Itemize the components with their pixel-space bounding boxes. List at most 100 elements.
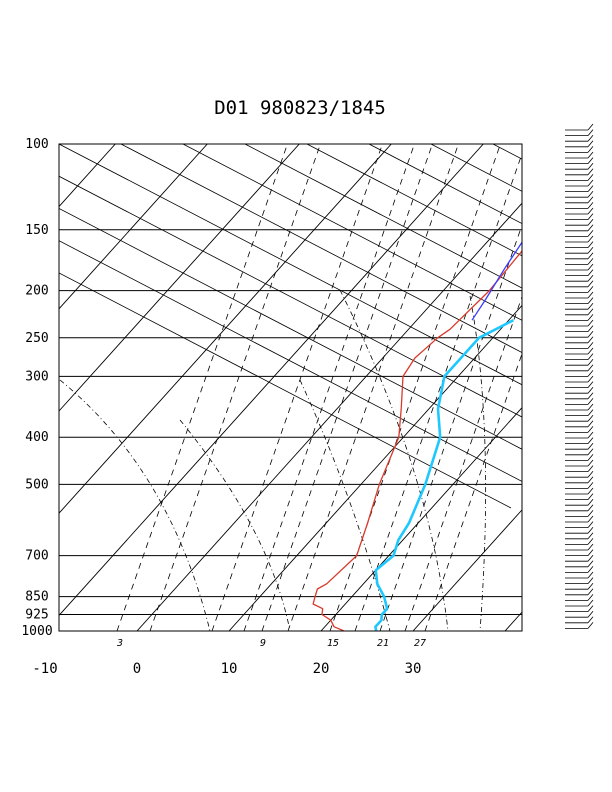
wind-barb xyxy=(565,577,594,584)
isotherm-line xyxy=(136,202,522,631)
wind-barb xyxy=(565,515,594,523)
wind-barb xyxy=(565,235,594,243)
wind-barb xyxy=(565,414,594,422)
wind-barb xyxy=(565,392,594,400)
temperature-tick-label: -10 xyxy=(32,661,57,677)
temperature-tick-labels: -10 0 10 20 30 xyxy=(32,661,421,677)
wind-barb xyxy=(565,230,594,237)
pressure-tick-label: 200 xyxy=(25,284,48,299)
dry-adiabat-line xyxy=(59,240,522,482)
wind-barb xyxy=(565,409,594,417)
wind-barb xyxy=(565,470,594,478)
moist-adiabat-line xyxy=(339,289,449,631)
wind-barb xyxy=(565,246,594,254)
dry-adiabat-line xyxy=(59,175,522,418)
plot-frame xyxy=(58,143,523,632)
wind-barb xyxy=(565,151,594,159)
pressure-tick-label: 300 xyxy=(25,369,48,384)
wind-barb xyxy=(565,364,594,372)
wind-barb xyxy=(565,386,594,394)
wind-barb xyxy=(565,454,594,461)
wind-barb xyxy=(565,218,594,226)
profile-trace-1 xyxy=(374,319,514,631)
wind-barb xyxy=(565,616,594,624)
isotherm-line xyxy=(0,144,23,631)
pressure-tick-label: 925 xyxy=(25,608,48,623)
isotherm-line xyxy=(59,144,300,412)
pressure-tick-label: 850 xyxy=(25,590,48,605)
wind-barb xyxy=(565,448,594,456)
wind-barb xyxy=(565,185,594,193)
dry-adiabat-line xyxy=(59,208,522,450)
wind-barb xyxy=(565,560,594,568)
wind-barb xyxy=(565,622,594,629)
wind-barb xyxy=(565,437,594,445)
dry-adiabat-line xyxy=(182,144,522,321)
wind-barb xyxy=(565,358,594,366)
wind-barb xyxy=(565,157,594,165)
wind-barb xyxy=(565,610,594,618)
mixing-ratio-line xyxy=(329,144,501,631)
wind-barb xyxy=(565,554,594,562)
wind-barb xyxy=(565,336,594,344)
wind-barb xyxy=(565,582,594,590)
wind-barb xyxy=(565,487,594,495)
wind-barb xyxy=(565,263,594,271)
isotherm-line xyxy=(228,304,522,631)
wind-barb xyxy=(565,140,594,148)
wind-barb xyxy=(565,258,594,265)
isotherm-line xyxy=(59,144,116,208)
wind-barb xyxy=(565,381,594,389)
wind-barb xyxy=(565,325,594,333)
mixing-ratio-line xyxy=(261,144,433,631)
wind-barb xyxy=(565,442,594,450)
pressure-tick-label: 100 xyxy=(25,137,48,152)
profile-trace-2 xyxy=(471,241,522,321)
mixing-ratio-labels: 3 9 15 21 27 xyxy=(116,638,426,649)
wind-barb xyxy=(565,588,594,596)
mixing-ratio-label: 3 xyxy=(116,638,123,649)
dry-adiabat-line xyxy=(492,144,522,160)
mixing-ratio-label: 21 xyxy=(377,638,389,649)
wind-barb xyxy=(565,594,594,601)
temperature-tick-label: 20 xyxy=(313,661,330,677)
temperature-tick-label: 30 xyxy=(405,661,422,677)
chart-traces xyxy=(312,241,522,631)
wind-barb xyxy=(565,134,594,142)
wind-barb xyxy=(565,286,594,293)
wind-barb xyxy=(565,190,594,198)
isotherm-line xyxy=(59,144,208,310)
mixing-ratio-label: 9 xyxy=(260,638,266,649)
wind-barb xyxy=(565,129,594,137)
isotherm-line xyxy=(59,144,392,514)
pressure-tick-label: 1000 xyxy=(21,624,52,639)
dry-adiabat-line xyxy=(244,144,522,289)
mixing-ratio-line xyxy=(287,144,459,631)
wind-barb xyxy=(565,174,594,181)
pressure-tick-label: 400 xyxy=(25,430,48,445)
wind-barb xyxy=(565,302,594,310)
mixing-ratio-line xyxy=(243,144,415,631)
wind-barb xyxy=(565,213,594,221)
wind-barb xyxy=(565,291,594,299)
isotherm-line xyxy=(412,509,522,631)
wind-barb xyxy=(565,375,594,383)
wind-barb xyxy=(565,207,594,215)
wind-barb xyxy=(565,274,594,282)
wind-barb xyxy=(565,269,594,277)
wind-barb xyxy=(565,319,594,327)
dry-adiabat-line xyxy=(306,144,522,257)
wind-barb xyxy=(565,510,594,517)
wind-barb xyxy=(565,549,594,556)
wind-barb xyxy=(565,168,594,176)
wind-barb xyxy=(565,521,594,528)
wind-barb xyxy=(565,498,594,506)
wind-barb xyxy=(565,476,594,484)
wind-barb xyxy=(565,179,594,187)
wind-barb xyxy=(565,532,594,540)
pressure-tick-label: 150 xyxy=(25,223,48,238)
wind-barb xyxy=(565,308,594,316)
wind-barb xyxy=(565,465,594,473)
wind-barb xyxy=(565,330,594,338)
wind-barb xyxy=(565,314,594,321)
